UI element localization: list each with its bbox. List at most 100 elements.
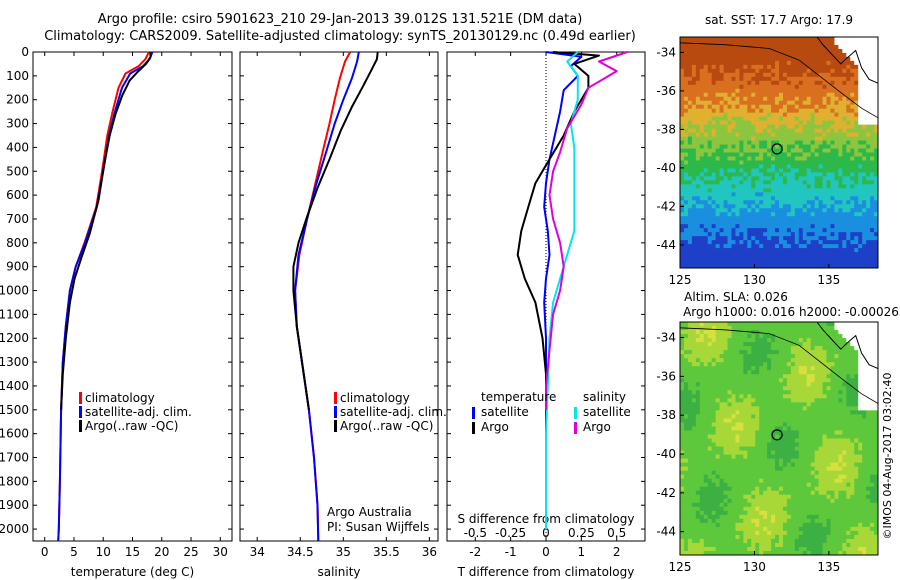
- map-cell: [699, 112, 705, 118]
- map-cell: [759, 140, 764, 145]
- map-cell: [818, 402, 823, 407]
- map-cell: [719, 180, 724, 185]
- map-cell: [846, 80, 851, 86]
- map-cell: [699, 350, 705, 355]
- map-cell: [719, 76, 724, 82]
- map-cell: [727, 184, 732, 189]
- map-y-tick-label: -38: [656, 122, 676, 136]
- map-cell: [775, 208, 780, 213]
- map-cell: [786, 116, 792, 122]
- map-cell: [850, 152, 855, 157]
- map-cell: [680, 406, 685, 411]
- map-cell: [771, 156, 776, 161]
- map-cell: [723, 136, 728, 141]
- map-cell: [775, 144, 780, 149]
- map-cell: [854, 330, 859, 335]
- map-cell: [771, 44, 776, 50]
- map-cell: [763, 362, 768, 367]
- map-cell: [874, 108, 879, 114]
- map-cell: [747, 322, 752, 327]
- map-cell: [699, 216, 705, 221]
- map-cell: [751, 176, 756, 181]
- map-cell: [818, 104, 823, 110]
- map-cell: [759, 184, 764, 189]
- map-cell: [703, 160, 709, 165]
- map-cell: [822, 244, 827, 249]
- map-cell: [719, 382, 724, 387]
- map-cell: [687, 200, 693, 205]
- map-cell: [866, 354, 871, 359]
- map-cell: [846, 196, 851, 201]
- map-cell: [826, 148, 831, 153]
- map-cell: [862, 458, 867, 464]
- map-cell: [703, 374, 709, 379]
- map-cell: [771, 386, 776, 391]
- map-cell: [806, 346, 812, 351]
- map-cell: [711, 466, 717, 472]
- map-cell: [759, 252, 764, 257]
- map-cell: [830, 104, 835, 110]
- map-cell: [842, 84, 847, 90]
- map-cell: [806, 334, 812, 339]
- map-cell: [782, 244, 788, 249]
- map-cell: [695, 462, 701, 468]
- map-cell: [826, 374, 831, 379]
- y-tick-label: 300: [6, 117, 29, 131]
- map-cell: [687, 236, 693, 241]
- map-cell: [854, 462, 859, 468]
- map-cell: [870, 37, 875, 42]
- map-cell: [711, 52, 717, 58]
- map-cell: [822, 232, 827, 237]
- map-cell: [763, 148, 768, 153]
- map-cell: [719, 212, 724, 217]
- map-cell: [842, 88, 847, 94]
- map-cell: [743, 244, 748, 249]
- map-cell: [830, 172, 835, 177]
- map-cell: [846, 382, 851, 387]
- map-cell: [854, 116, 859, 122]
- map-cell: [870, 164, 875, 169]
- map-y-tick-label: -36: [656, 84, 676, 98]
- map-cell: [802, 358, 808, 363]
- map-cell: [806, 228, 812, 233]
- map-cell: [759, 342, 764, 347]
- map-cell: [854, 346, 859, 351]
- map-cell: [703, 232, 709, 237]
- map-cell: [687, 52, 693, 58]
- map-cell: [715, 128, 720, 133]
- map-cell: [755, 394, 760, 399]
- map-cell: [810, 224, 816, 229]
- map-cell: [751, 84, 756, 90]
- map-cell: [751, 156, 756, 161]
- y-tick-label: 1300: [0, 355, 29, 369]
- map-cell: [731, 232, 736, 237]
- map-cell: [739, 96, 744, 102]
- map-cell: [715, 256, 720, 261]
- map-cell: [755, 446, 760, 451]
- map-cell: [739, 260, 744, 265]
- map-cell: [731, 180, 736, 185]
- map-cell: [874, 374, 879, 379]
- map-cell: [691, 264, 697, 269]
- map-cell: [739, 172, 744, 177]
- map-cell: [775, 466, 780, 472]
- map-cell: [802, 382, 808, 387]
- map-cell: [747, 100, 752, 106]
- map-cell: [759, 84, 764, 90]
- map-cell: [739, 60, 744, 66]
- map-cell: [802, 438, 808, 443]
- map-cell: [759, 52, 764, 58]
- map-cell: [719, 116, 724, 122]
- map-cell: [830, 132, 835, 137]
- map-cell: [842, 96, 847, 102]
- map-cell: [739, 88, 744, 94]
- map-cell: [810, 426, 816, 431]
- map-cell: [739, 338, 744, 343]
- map-cell: [767, 426, 772, 431]
- map-cell: [727, 326, 732, 331]
- map-cell: [822, 342, 827, 347]
- map-cell: [874, 208, 879, 213]
- map-cell: [866, 156, 871, 161]
- map-cell: [759, 128, 764, 133]
- map-cell: [814, 84, 819, 90]
